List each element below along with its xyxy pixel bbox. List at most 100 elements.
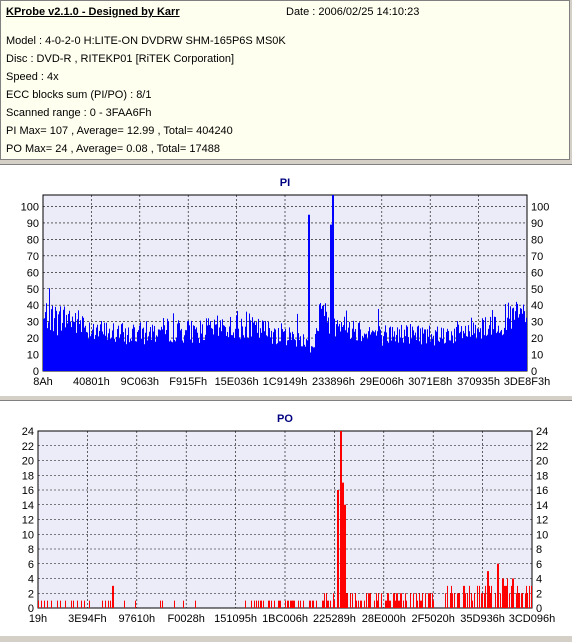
bar (410, 323, 411, 371)
bar (92, 329, 93, 371)
bar (352, 328, 353, 371)
bar (401, 593, 402, 608)
bar (81, 332, 82, 371)
bar (131, 340, 132, 371)
bar (383, 336, 384, 371)
bar (466, 336, 467, 371)
bar (47, 328, 48, 371)
bar (395, 341, 396, 371)
bar (312, 600, 313, 608)
bar (172, 342, 173, 371)
bar (464, 333, 465, 371)
bar (485, 585, 486, 608)
bar (381, 335, 382, 371)
bar (488, 571, 489, 608)
bar (169, 341, 170, 371)
bar (56, 310, 57, 371)
bar (413, 593, 414, 608)
bar (374, 600, 375, 608)
bar (511, 328, 512, 371)
bar (195, 329, 196, 371)
bar (345, 504, 346, 608)
bar (525, 593, 526, 608)
bar (445, 593, 446, 608)
bar (278, 600, 279, 608)
bar (454, 593, 455, 608)
bar (256, 322, 257, 371)
bar (321, 308, 322, 371)
bar (184, 335, 185, 371)
bar (145, 332, 146, 371)
bar (337, 320, 338, 371)
bar (419, 593, 420, 608)
bar (467, 336, 468, 371)
bar (239, 337, 240, 371)
bar (373, 331, 374, 371)
y-tick-label-right: 70 (531, 251, 543, 263)
bar (411, 338, 412, 371)
bar (318, 331, 319, 371)
bar (336, 324, 337, 371)
bar (124, 341, 125, 371)
bar (397, 593, 398, 608)
bar (105, 600, 106, 608)
bar (525, 322, 526, 371)
bar (362, 335, 363, 371)
bar (370, 593, 371, 608)
bar (403, 342, 404, 371)
bar (52, 305, 53, 371)
bar (204, 339, 205, 371)
bar (507, 578, 508, 608)
bar (293, 334, 294, 371)
bar (213, 334, 214, 371)
bar (356, 340, 357, 371)
bar (227, 332, 228, 371)
bar (303, 334, 304, 371)
bar (225, 327, 226, 371)
y-tick-label-left: 6 (28, 559, 34, 571)
bar (64, 306, 65, 371)
bar (134, 327, 135, 371)
bar (79, 323, 80, 371)
bar (432, 593, 433, 608)
y-tick-label-left: 10 (22, 529, 34, 541)
bar (384, 331, 385, 371)
bar (457, 593, 458, 608)
bar (44, 318, 45, 371)
y-tick-label-left: 20 (22, 456, 34, 468)
bar (509, 593, 510, 608)
bar (328, 317, 329, 371)
bar (340, 431, 341, 608)
bar (387, 593, 388, 608)
bar (398, 600, 399, 608)
bar (388, 593, 389, 608)
x-tick-label: 15E036h (215, 376, 259, 388)
bar (182, 340, 183, 371)
bar (283, 331, 284, 371)
bar (319, 304, 320, 371)
bar (265, 320, 266, 371)
x-tick-label: 1BC006h (262, 613, 308, 625)
bar (110, 600, 111, 608)
y-tick-label-right: 80 (531, 234, 543, 246)
bar (360, 600, 361, 608)
bar (288, 600, 289, 608)
bar (369, 593, 370, 608)
bar (521, 308, 522, 371)
bar (266, 335, 267, 371)
bar (463, 330, 464, 371)
bar (360, 329, 361, 371)
y-tick-label-left: 22 (22, 441, 34, 453)
bar (522, 313, 523, 371)
bar (260, 600, 261, 608)
bar (150, 326, 151, 371)
y-tick-label-right: 18 (536, 470, 548, 482)
bar (243, 335, 244, 371)
bar (490, 316, 491, 371)
bar (38, 600, 39, 608)
bar (351, 338, 352, 371)
bar (219, 327, 220, 371)
bar (388, 342, 389, 371)
bar (78, 310, 79, 371)
bar (511, 585, 512, 608)
